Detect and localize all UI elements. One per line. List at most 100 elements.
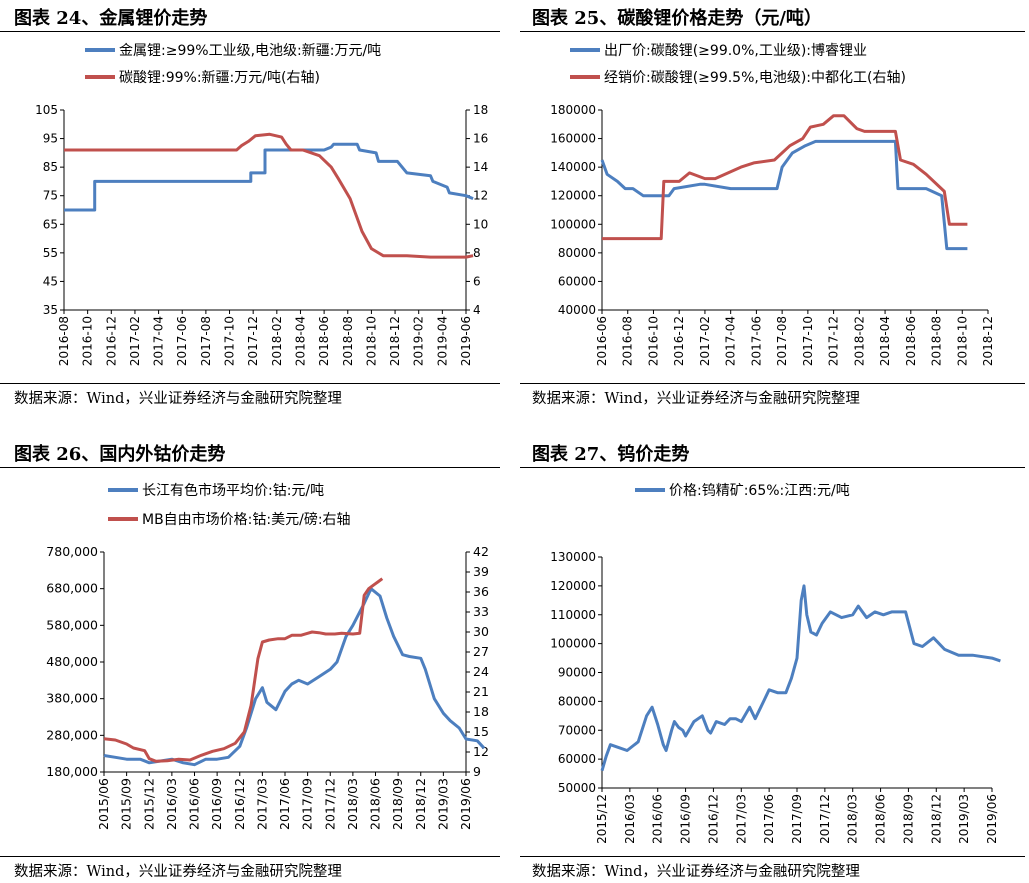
x-tick-label: 2015/12 — [595, 794, 609, 844]
x-tick-label: 2019-06 — [459, 316, 473, 366]
x-tick-label: 2017-04 — [152, 316, 166, 366]
x-tick-label: 2018/03 — [345, 778, 360, 830]
y-left-tick-label: 680,000 — [46, 581, 98, 596]
y-left-tick-label: 280,000 — [46, 727, 98, 742]
x-tick-label: 2016/03 — [623, 794, 637, 844]
x-tick-label: 2018/12 — [929, 794, 943, 844]
y-left-tick-label: 90000 — [558, 666, 596, 680]
x-tick-label: 2017/09 — [790, 794, 804, 844]
y-left-tick-label: 45 — [43, 274, 58, 288]
y-right-tick-label: 9 — [473, 764, 481, 779]
legend-label-1: 金属锂:≥99%工业级,电池级:新疆:万元/吨 — [119, 43, 381, 59]
x-tick-label: 2017/12 — [322, 778, 337, 830]
y-left-tick-label: 50000 — [558, 781, 596, 795]
x-tick-label: 2017-06 — [175, 316, 189, 366]
y-right-tick-label: 10 — [473, 217, 488, 231]
y-left-tick-label: 40000 — [558, 303, 596, 317]
x-tick-label: 2018/06 — [368, 778, 383, 830]
figure-25-bottom-rule — [520, 383, 1025, 384]
y-left-tick-label: 110000 — [550, 608, 596, 622]
x-tick-label: 2017/03 — [254, 778, 269, 830]
figure-24: 图表 24、金属锂价走势 金属锂:≥99%工业级,电池级:新疆:万元/吨 碳酸锂:… — [0, 0, 500, 420]
y-right-tick-label: 8 — [473, 246, 481, 260]
x-tick-label: 2019-04 — [435, 316, 449, 366]
y-right-tick-label: 24 — [473, 664, 489, 679]
x-tick-label: 2017/03 — [734, 794, 748, 844]
x-tick-label: 2017-02 — [128, 316, 142, 366]
x-tick-label: 2018-08 — [930, 316, 944, 366]
y-right-tick-label: 42 — [473, 544, 489, 559]
y-left-tick-label: 100000 — [550, 637, 596, 651]
y-left-tick-label: 80000 — [558, 246, 596, 260]
x-tick-label: 2016-06 — [595, 316, 609, 366]
x-tick-label: 2018-12 — [388, 316, 402, 366]
figure-24-chart: 金属锂:≥99%工业级,电池级:新疆:万元/吨碳酸锂:99%:新疆:万元/吨(右… — [35, 43, 488, 366]
y-left-tick-label: 80000 — [558, 694, 596, 708]
x-tick-label: 2017/12 — [818, 794, 832, 844]
y-left-tick-label: 140000 — [550, 160, 596, 174]
y-left-tick-label: 75 — [43, 189, 58, 203]
series-line-2 — [602, 114, 968, 241]
x-tick-label: 2017-06 — [749, 316, 763, 366]
x-tick-label: 2016/06 — [651, 794, 665, 844]
x-tick-label: 2016/12 — [232, 778, 247, 830]
x-tick-label: 2019/03 — [435, 778, 450, 830]
x-tick-label: 2016/09 — [679, 794, 693, 844]
x-tick-label: 2018-04 — [293, 316, 307, 366]
y-right-tick-label: 36 — [473, 584, 489, 599]
x-tick-label: 2019/06 — [458, 778, 473, 830]
x-tick-label: 2015/06 — [96, 778, 111, 830]
x-tick-label: 2017-04 — [724, 316, 738, 366]
y-left-tick-label: 35 — [43, 303, 58, 317]
x-tick-label: 2018-06 — [317, 316, 331, 366]
y-left-tick-label: 95 — [43, 132, 58, 146]
x-tick-label: 2016/03 — [164, 778, 179, 830]
x-tick-label: 2016-12 — [104, 316, 118, 366]
x-tick-label: 2018-02 — [852, 316, 866, 366]
x-tick-label: 2019-02 — [412, 316, 426, 366]
x-tick-label: 2018-08 — [341, 316, 355, 366]
figure-25-source: 数据来源：Wind，兴业证券经济与金融研究院整理 — [532, 391, 860, 407]
y-left-tick-label: 65 — [43, 217, 58, 231]
x-tick-label: 2016-10 — [646, 316, 660, 366]
figure-26-top-rule — [0, 467, 500, 468]
figure-27-source: 数据来源：Wind，兴业证券经济与金融研究院整理 — [532, 864, 860, 880]
y-right-tick-label: 18 — [473, 103, 488, 117]
legend-label-2: 经销价:碳酸锂(≥99.5%,电池级):中都化工(右轴) — [604, 70, 906, 86]
y-right-tick-label: 12 — [473, 744, 489, 759]
x-tick-label: 2018-06 — [904, 316, 918, 366]
y-right-tick-label: 33 — [473, 604, 489, 619]
series-line-1 — [600, 584, 1001, 772]
x-tick-label: 2016-10 — [81, 316, 95, 366]
x-tick-label: 2018-04 — [878, 316, 892, 366]
series-line-1 — [600, 139, 968, 251]
y-right-tick-label: 14 — [473, 160, 488, 174]
figure-26: 图表 26、国内外钴价走势 长江有色市场平均价:钴:元/吨 MB自由市场价格:钴:… — [0, 436, 500, 883]
y-left-tick-label: 180000 — [550, 103, 596, 117]
legend-label-1: 价格:钨精矿:65%:江西:元/吨 — [669, 483, 850, 499]
y-left-tick-label: 780,000 — [46, 544, 98, 559]
x-tick-label: 2017-12 — [827, 316, 841, 366]
x-tick-label: 2016-12 — [672, 316, 686, 366]
y-right-tick-label: 16 — [473, 132, 488, 146]
y-left-tick-label: 55 — [43, 246, 58, 260]
x-tick-label: 2018/03 — [846, 794, 860, 844]
x-tick-label: 2018-12 — [981, 316, 995, 366]
x-tick-label: 2018-02 — [270, 316, 284, 366]
y-left-tick-label: 60000 — [558, 274, 596, 288]
y-right-tick-label: 21 — [473, 684, 489, 699]
y-right-tick-label: 27 — [473, 644, 489, 659]
series-line-1 — [64, 142, 474, 212]
y-right-tick-label: 30 — [473, 624, 489, 639]
y-left-tick-label: 580,000 — [46, 617, 98, 632]
x-tick-label: 2017/06 — [762, 794, 776, 844]
figure-25-chart: 出厂价:碳酸锂(≥99.0%,工业级):博睿锂业经销价:碳酸锂(≥99.5%,电… — [550, 42, 995, 366]
x-tick-label: 2018-10 — [364, 316, 378, 366]
y-right-tick-label: 12 — [473, 189, 488, 203]
x-tick-label: 2018/09 — [390, 778, 405, 830]
y-left-tick-label: 105 — [35, 103, 58, 117]
y-right-tick-label: 15 — [473, 724, 489, 739]
figure-26-source: 数据来源：Wind，兴业证券经济与金融研究院整理 — [14, 864, 342, 880]
figure-24-source: 数据来源：Wind，兴业证券经济与金融研究院整理 — [14, 391, 342, 407]
x-tick-label: 2017-10 — [223, 316, 237, 366]
